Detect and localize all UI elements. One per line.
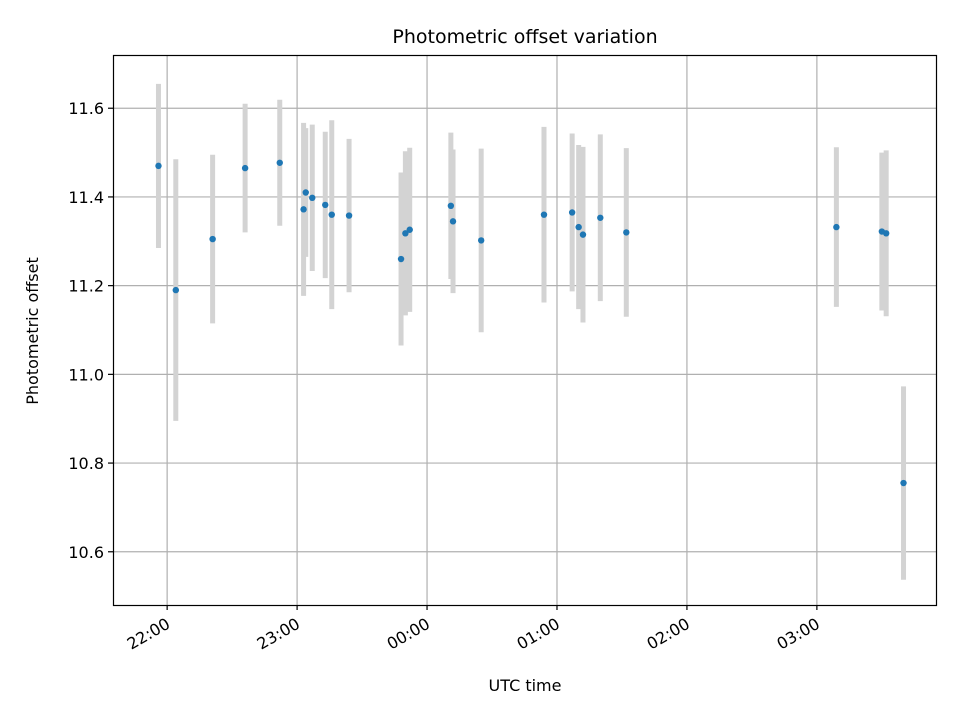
data-point: [302, 189, 309, 196]
data-point: [449, 218, 457, 225]
y-tick-label: 11.0: [68, 365, 104, 384]
plot-area-frame: [112, 54, 938, 607]
data-point: [309, 194, 316, 202]
data-point: [568, 209, 576, 216]
y-axis-ticks: 10.6 10.8 11.0 11.2 11.4 11.6: [68, 99, 113, 562]
data-point: [575, 223, 582, 231]
data-point: [623, 229, 630, 236]
data-point: [406, 226, 413, 233]
y-tick-label: 11.2: [68, 277, 104, 296]
data-point: [597, 214, 604, 221]
data-point: [172, 286, 180, 294]
y-tick-label: 10.8: [68, 454, 104, 473]
data-point: [155, 162, 162, 170]
x-axis-label: UTC time: [489, 676, 562, 695]
data-point: [579, 231, 587, 238]
data-point: [209, 235, 216, 243]
data-point: [397, 255, 405, 263]
chart-title: Photometric offset variation: [392, 26, 657, 48]
data-point: [447, 202, 455, 210]
data-point: [900, 479, 907, 487]
data-point: [345, 212, 353, 219]
data-point: [540, 211, 548, 218]
data-point: [328, 211, 335, 218]
y-tick-label: 10.6: [68, 543, 104, 562]
y-tick-label: 11.6: [68, 99, 104, 118]
y-tick-label: 11.4: [68, 188, 104, 207]
data-point: [322, 201, 329, 209]
data-point: [882, 230, 890, 237]
y-axis-label: Photometric offset: [23, 257, 42, 405]
data-point: [276, 159, 283, 166]
data-point: [477, 237, 485, 244]
grid: [113, 55, 936, 605]
data-point: [402, 230, 409, 237]
data-point: [833, 223, 840, 231]
data-points: [155, 159, 907, 487]
data-point: [241, 164, 249, 172]
data-point: [300, 206, 307, 213]
